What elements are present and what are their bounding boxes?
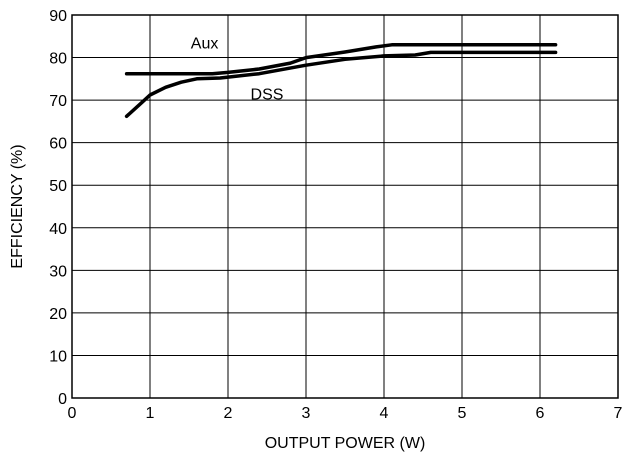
x-tick-label: 4 [380, 405, 389, 422]
x-tick-label: 2 [224, 405, 233, 422]
plot-frame [71, 14, 619, 399]
x-tick-label: 5 [458, 405, 467, 422]
y-tick-label: 90 [49, 8, 67, 25]
x-tick-label: 6 [536, 405, 545, 422]
y-tick-label: 70 [49, 93, 67, 110]
series-labels: Aux DSS [191, 36, 284, 104]
y-tick-label: 10 [49, 348, 67, 365]
series-lines [124, 43, 558, 119]
x-tick-label: 1 [146, 405, 155, 422]
series-line-aux [124, 43, 558, 76]
y-tick-label: 40 [49, 221, 67, 238]
y-tick-labels: 0 10 20 30 40 50 60 70 80 90 [49, 8, 67, 408]
y-tick-label: 80 [49, 51, 67, 68]
x-axis-title: OUTPUT POWER (W) [265, 435, 426, 452]
y-tick-label: 0 [58, 391, 67, 408]
y-axis-title: EFFICIENCY (%) [9, 144, 26, 268]
y-tick-label: 20 [49, 306, 67, 323]
x-tick-labels: 0 1 2 3 4 5 6 7 [68, 405, 623, 422]
y-tick-label: 30 [49, 263, 67, 280]
y-tick-label: 50 [49, 178, 67, 195]
series-line-dss [124, 50, 558, 119]
series-label-dss: DSS [251, 87, 284, 104]
x-tick-label: 3 [302, 405, 311, 422]
y-tick-label: 60 [49, 136, 67, 153]
series-label-aux: Aux [191, 36, 219, 53]
x-tick-label: 0 [68, 405, 77, 422]
x-tick-label: 7 [614, 405, 623, 422]
